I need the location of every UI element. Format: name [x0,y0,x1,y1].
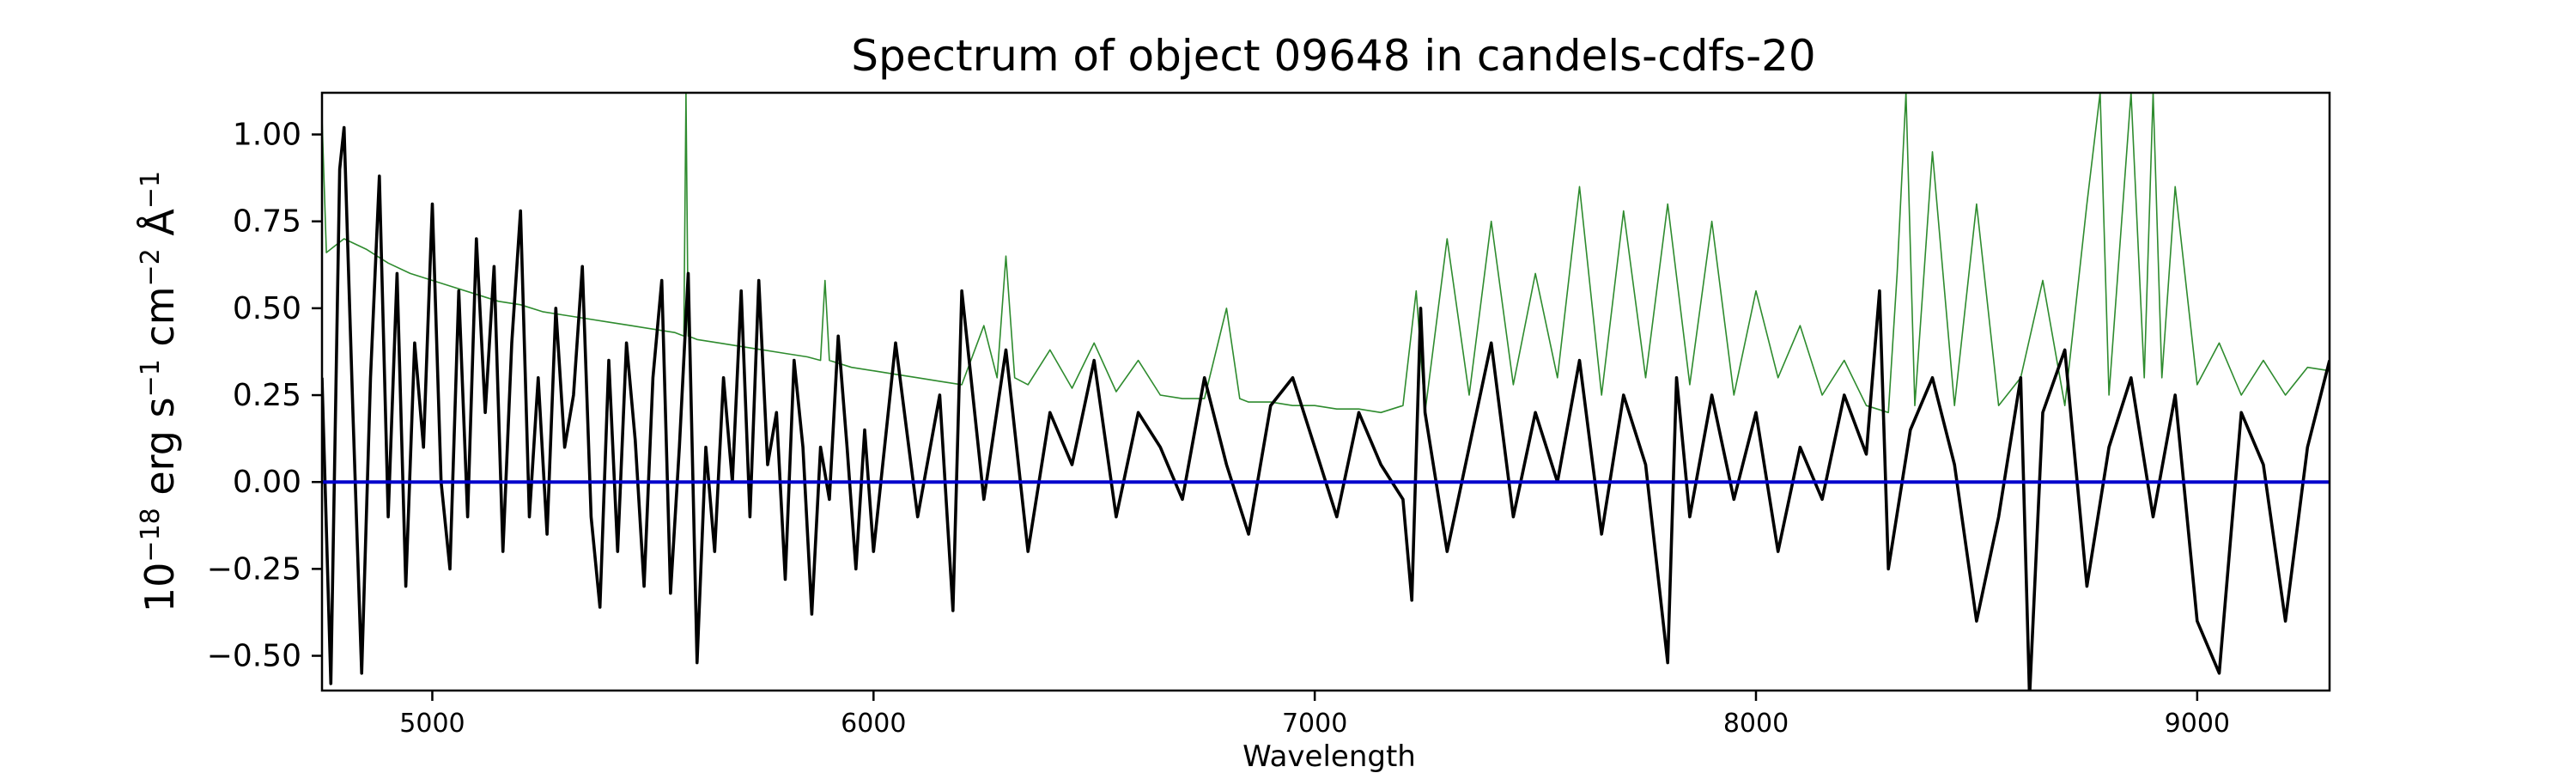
y-axis-ticks: −0.50 −0.25 0.00 0.25 0.50 0.75 1.00 [207,118,322,674]
x-tick-label: 7000 [1282,709,1347,739]
series-layer [322,93,2330,691]
axes-frame [320,91,2331,692]
x-axis-label: Wavelength [1242,740,1416,773]
x-tick-label: 9000 [2165,709,2230,739]
chart-title: Spectrum of object 09648 in candels-cdfs… [851,31,1816,81]
y-tick-label: −0.25 [207,551,301,587]
x-tick-label: 5000 [399,709,465,739]
error-series-line [322,93,2330,414]
y-axis-label: 10−18 erg s−1 cm−2 Å−1 [136,171,184,612]
y-tick-label: 0.50 [233,291,301,326]
x-tick-label: 6000 [841,709,906,739]
y-tick-label: 0.25 [233,378,301,413]
y-tick-label: −0.50 [207,639,301,674]
y-tick-label: 1.00 [233,118,301,153]
x-tick-label: 8000 [1723,709,1789,739]
y-tick-label: 0.00 [233,465,301,500]
plot-area [320,91,2331,692]
x-axis-ticks: 5000 6000 7000 8000 9000 [399,691,2230,739]
y-tick-label: 0.75 [233,204,301,240]
flux-series-line [322,125,2330,691]
